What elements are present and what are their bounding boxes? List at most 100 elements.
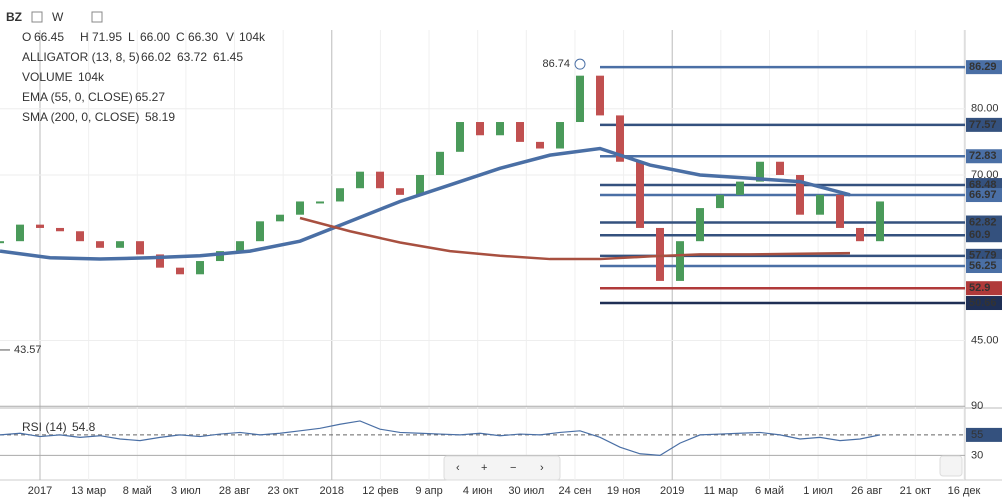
zoom-in[interactable]: + xyxy=(481,462,487,474)
y-tick-label: 45.00 xyxy=(971,334,999,346)
candle xyxy=(236,241,244,252)
candle xyxy=(356,171,364,189)
candle xyxy=(376,171,384,189)
candle xyxy=(516,122,524,142)
price-label-box xyxy=(966,60,1002,75)
indicator-value: 65.27 xyxy=(135,90,165,104)
ema-line xyxy=(0,146,851,261)
zoom-controls: ‹ + − › xyxy=(443,455,963,481)
price-label: 60.9 xyxy=(969,229,990,241)
price-label: 56.25 xyxy=(969,260,997,272)
candle xyxy=(256,221,264,242)
candle xyxy=(796,174,804,215)
price-label-box xyxy=(966,117,1002,132)
price-label: 62.82 xyxy=(969,216,997,228)
x-tick-label: 1 июл xyxy=(803,485,833,497)
c-value: 66.30 xyxy=(188,30,218,44)
x-tick-label: 30 июл xyxy=(508,485,544,497)
rsi-label-box xyxy=(966,427,1002,442)
candle xyxy=(696,208,704,242)
zoom-out[interactable]: − xyxy=(510,462,516,474)
candle xyxy=(116,241,124,248)
candle xyxy=(836,194,844,228)
header: BZ W O 66.45 H 71.95 L 66.00 C 66.30 V 1… xyxy=(6,10,266,434)
candle xyxy=(536,141,544,149)
v-value: 104k xyxy=(239,30,266,44)
indicator-value: 66.02 xyxy=(141,50,171,64)
x-tick-label: 28 авг xyxy=(219,485,250,497)
price-label-box xyxy=(966,296,1002,311)
y-tick-label: 70.00 xyxy=(971,169,999,181)
candle xyxy=(156,254,164,268)
price-label-box xyxy=(966,149,1002,164)
rsi-tick-label: 90 xyxy=(971,400,983,412)
rsi-name[interactable]: RSI (14) xyxy=(22,420,67,434)
candle xyxy=(416,174,424,195)
indicator-value: 104k xyxy=(78,70,105,84)
candle xyxy=(396,188,404,195)
l-label: L xyxy=(128,30,135,44)
c-label: C xyxy=(176,30,185,44)
x-tick-label: 3 июл xyxy=(171,485,201,497)
indicator-value: 63.72 xyxy=(177,50,207,64)
x-tick-label: 2017 xyxy=(28,485,52,497)
x-tick-label: 19 ноя xyxy=(607,485,640,497)
price-label-box xyxy=(966,228,1002,243)
x-tick-label: 8 май xyxy=(123,485,152,497)
indicator-name[interactable]: EMA (55, 0, CLOSE) xyxy=(22,90,133,104)
candle xyxy=(596,75,604,116)
x-tick-label: 24 сен xyxy=(558,485,591,497)
x-tick-label: 12 фев xyxy=(362,485,398,497)
zoom-bar xyxy=(443,455,561,481)
reset-button[interactable] xyxy=(939,455,963,477)
chart-layer: 2017 13 мар 8 май 3 июл 28 авг 23 окт 2018 12 ф… xyxy=(0,30,1002,497)
candle xyxy=(136,241,144,255)
candle xyxy=(96,241,104,248)
x-tick-label: 16 дек xyxy=(948,485,981,497)
candle xyxy=(0,241,4,244)
candle xyxy=(476,122,484,136)
candle xyxy=(56,227,64,232)
candle xyxy=(276,214,284,222)
indicator-name[interactable]: SMA (200, 0, CLOSE) xyxy=(22,110,139,124)
rsi-tick-label: 55 xyxy=(971,429,983,441)
high-marker xyxy=(574,58,586,70)
scroll-right[interactable]: › xyxy=(540,462,544,474)
candle xyxy=(736,181,744,195)
price-label: 86.29 xyxy=(969,61,997,73)
y-tick-label: 80.00 xyxy=(971,103,999,115)
low-marker-label: 43.57 xyxy=(14,344,42,356)
x-tick-label: 26 авг xyxy=(851,485,882,497)
compare-icon[interactable] xyxy=(91,11,103,23)
price-label: 68.48 xyxy=(969,179,997,191)
indicator-value: 61.45 xyxy=(213,50,243,64)
candle xyxy=(776,161,784,175)
rsi-tick-label: 30 xyxy=(971,449,983,461)
price-label-box xyxy=(966,259,1002,274)
o-label: O xyxy=(22,30,31,44)
candle xyxy=(676,241,684,281)
price-label-box xyxy=(966,215,1002,230)
o-value: 66.45 xyxy=(34,30,64,44)
price-label-box xyxy=(966,188,1002,203)
x-tick-label: 9 апр xyxy=(415,485,442,497)
candle xyxy=(876,201,884,242)
candle xyxy=(76,231,84,242)
scroll-left[interactable]: ‹ xyxy=(456,462,460,474)
symbol[interactable]: BZ xyxy=(6,10,22,24)
price-label: 77.57 xyxy=(969,119,997,131)
indicator-name[interactable]: VOLUME xyxy=(22,70,73,84)
indicator-name[interactable]: ALLIGATOR (13, 8, 5) xyxy=(22,50,140,64)
high-marker-label: 86.74 xyxy=(542,58,570,70)
x-tick-label: 23 окт xyxy=(267,485,298,497)
candle xyxy=(436,151,444,175)
w-icon[interactable]: W xyxy=(52,10,64,24)
rsi-line xyxy=(0,420,881,457)
h-label: H xyxy=(80,30,89,44)
candle xyxy=(636,161,644,228)
rsi-value: 54.8 xyxy=(72,420,96,434)
x-tick-label: 11 мар xyxy=(704,485,738,497)
settings-icon[interactable] xyxy=(31,11,43,23)
candle xyxy=(716,194,724,209)
